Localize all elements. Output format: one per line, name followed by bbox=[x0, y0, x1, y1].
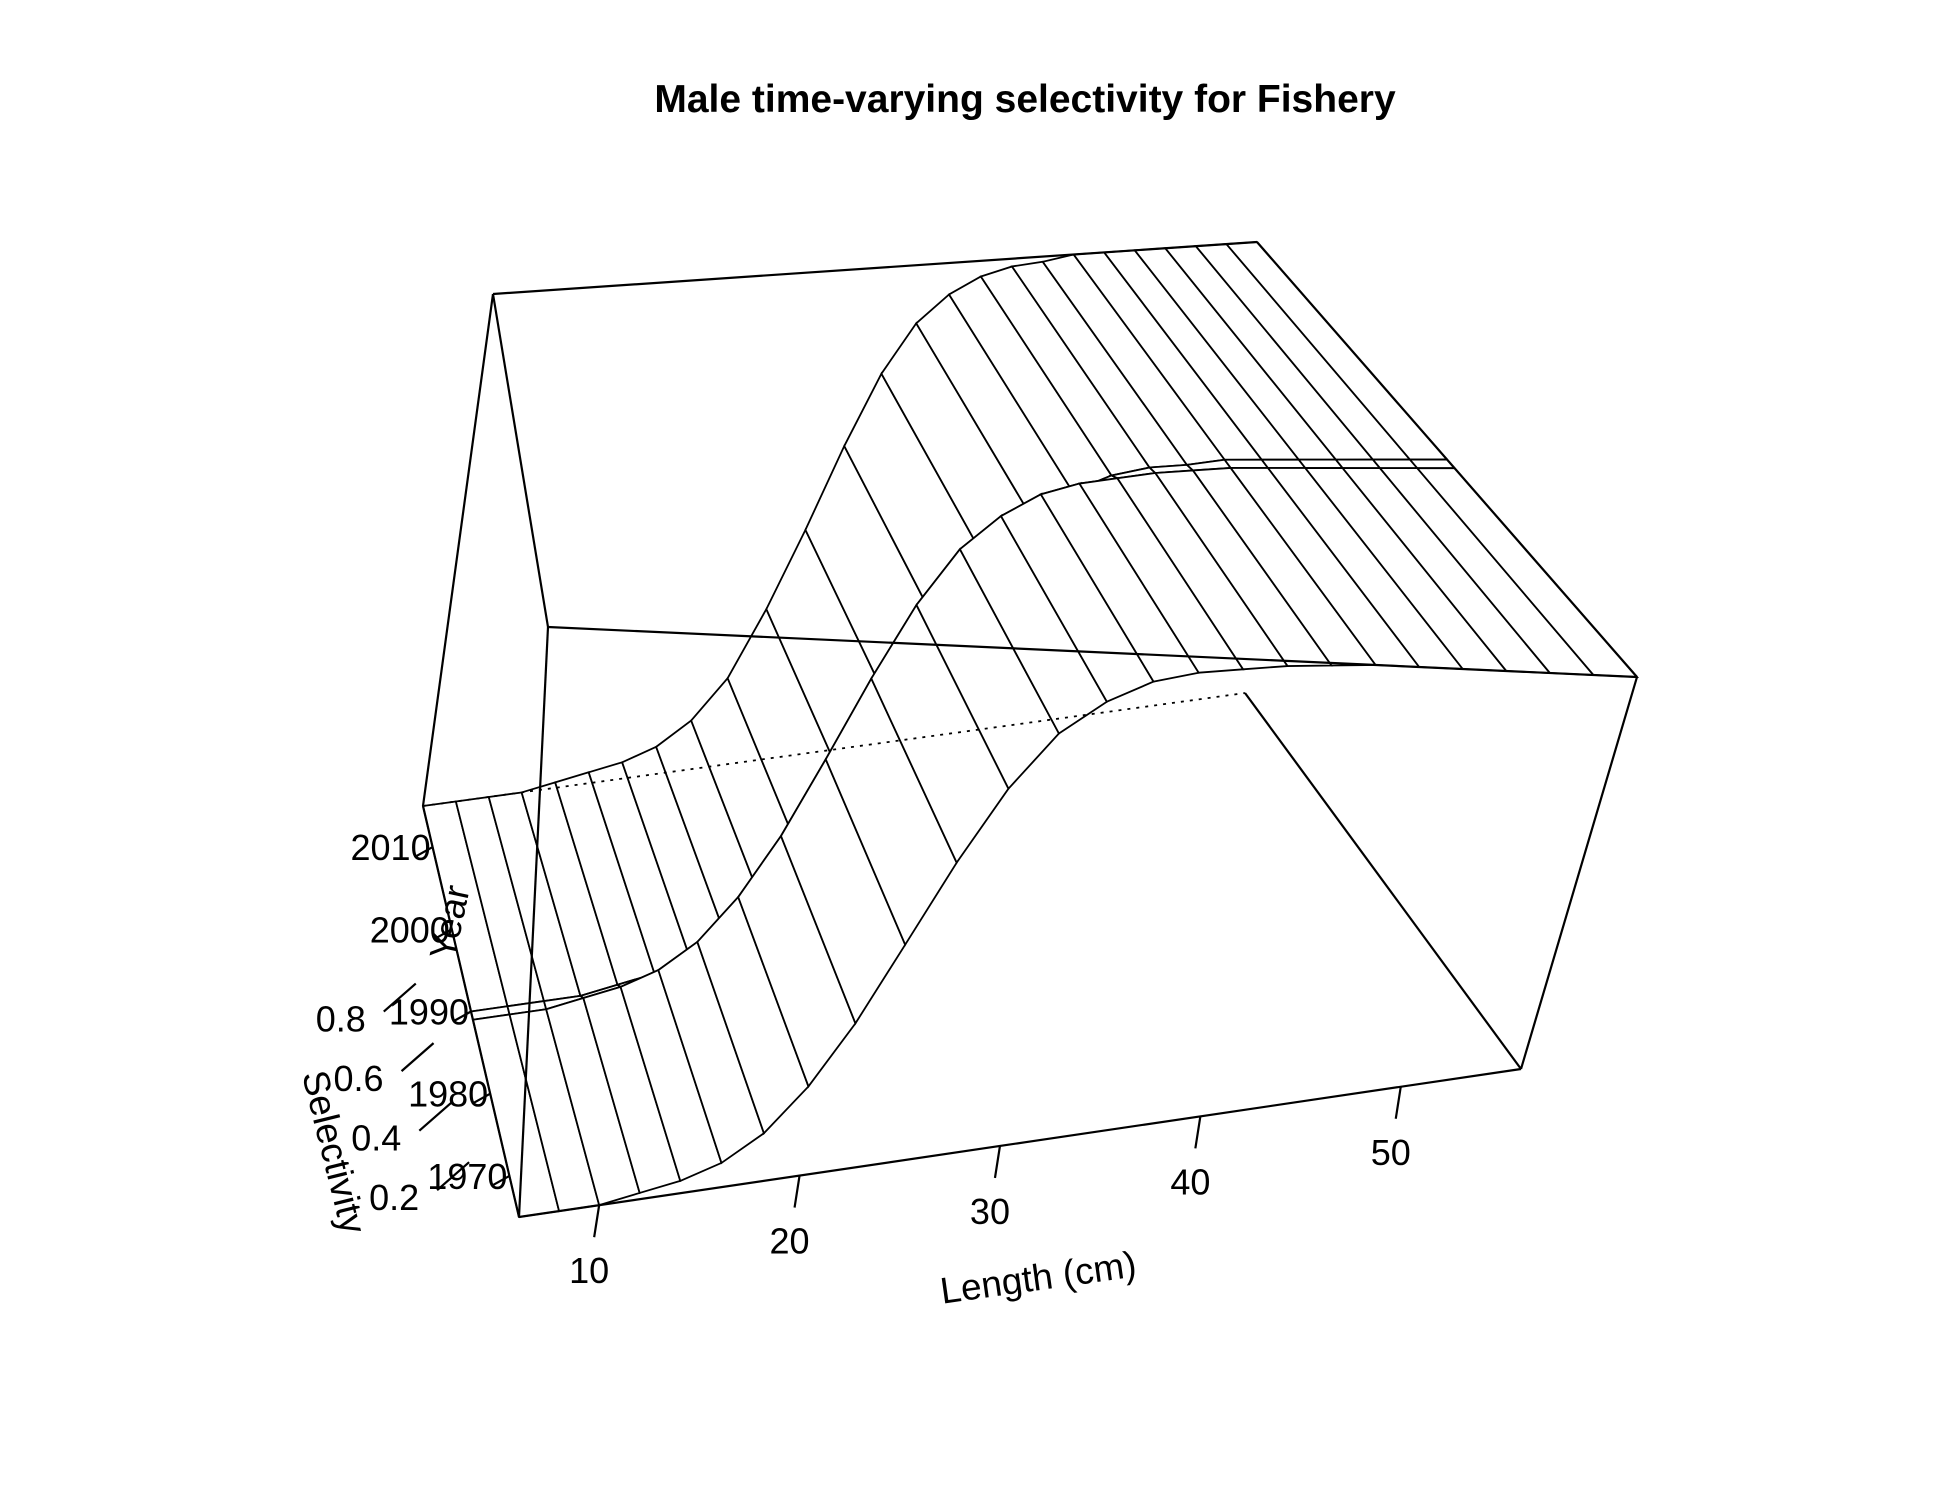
x-tick-label: 50 bbox=[1371, 1132, 1411, 1173]
z-tick bbox=[400, 1042, 435, 1072]
x-axis-label: Length (cm) bbox=[938, 1244, 1139, 1312]
x-tick bbox=[1194, 1116, 1202, 1149]
x-tick-label: 40 bbox=[1170, 1161, 1210, 1202]
x-tick-label: 10 bbox=[569, 1250, 609, 1291]
x-tick-label: 30 bbox=[970, 1191, 1010, 1232]
y-tick-label: 1970 bbox=[427, 1156, 507, 1197]
y-tick bbox=[452, 1010, 472, 1023]
z-tick-label: 0.6 bbox=[334, 1058, 384, 1099]
z-tick bbox=[418, 1101, 453, 1132]
x-tick bbox=[993, 1145, 1002, 1179]
z-tick-label: 0.8 bbox=[316, 999, 366, 1040]
box-edge bbox=[518, 1067, 1522, 1219]
x-tick bbox=[793, 1175, 801, 1208]
box-edge bbox=[1244, 692, 1522, 1070]
y-tick-label: 1990 bbox=[389, 992, 469, 1033]
z-tick bbox=[436, 1161, 470, 1192]
z-tick bbox=[383, 982, 417, 1013]
box-edge bbox=[517, 626, 550, 1218]
y-tick bbox=[433, 928, 453, 941]
x-tick bbox=[593, 1204, 601, 1238]
z-tick-label: 0.2 bbox=[369, 1177, 419, 1218]
y-tick bbox=[471, 1092, 491, 1105]
axes: 10 20 30 40 50 1970 1980 1990 2000 2010 0.2 0.4 0.6 0… bbox=[316, 240, 1639, 1291]
box-edge bbox=[1519, 676, 1639, 1070]
box-edge bbox=[421, 293, 495, 807]
y-tick bbox=[490, 1174, 510, 1187]
surface-facet bbox=[1222, 458, 1270, 469]
z-tick-label: 0.4 bbox=[351, 1118, 401, 1159]
box-edge bbox=[492, 240, 1258, 296]
y-tick bbox=[414, 846, 434, 859]
y-tick-label: 2010 bbox=[351, 827, 431, 868]
y-tick-label: 1980 bbox=[408, 1074, 488, 1115]
x-tick-label: 20 bbox=[770, 1221, 810, 1262]
x-tick bbox=[1394, 1086, 1402, 1119]
surface-mesh bbox=[421, 241, 1640, 1219]
box-edge bbox=[1256, 241, 1638, 678]
y-tick-label: 2000 bbox=[370, 909, 450, 950]
chart-title: Male time-varying selectivity for Fisher… bbox=[654, 78, 1396, 121]
box-hidden-edge bbox=[422, 692, 1246, 807]
box-edge bbox=[491, 293, 550, 628]
box-edge bbox=[547, 625, 1638, 679]
